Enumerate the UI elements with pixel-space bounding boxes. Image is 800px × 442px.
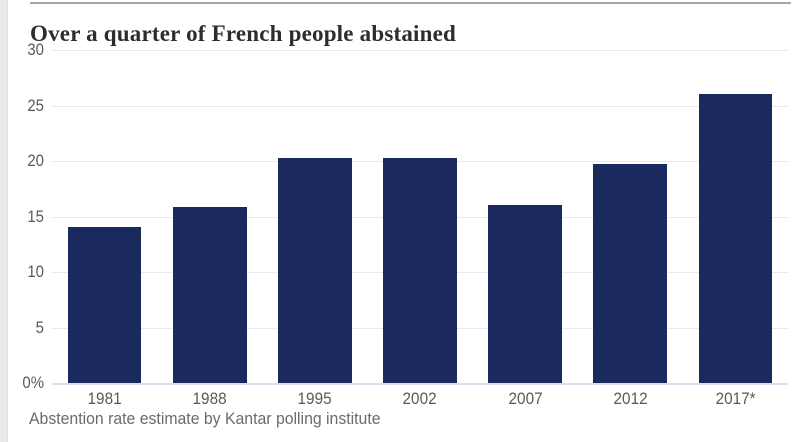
gridline-30	[52, 50, 788, 51]
x-axis-label-1988: 1988	[192, 389, 227, 408]
bar-2002[interactable]	[383, 157, 457, 383]
bar-2007[interactable]	[488, 205, 562, 383]
title-top-rule	[30, 2, 791, 4]
y-axis-tick-label: 5	[35, 317, 44, 337]
bar-series	[52, 50, 788, 383]
bar-2017*[interactable]	[698, 94, 773, 383]
y-axis-tick-label: 0%	[22, 373, 44, 392]
y-axis-tick-label: 20	[27, 151, 44, 170]
x-axis-label-1981: 1981	[87, 389, 122, 408]
chart-title: Over a quarter of French people abstaine…	[30, 21, 457, 47]
bar-slot-1981	[52, 50, 157, 383]
x-axis-label-2007: 2007	[508, 389, 543, 408]
y-axis-tick-label: 10	[27, 262, 44, 281]
x-axis-label-1995: 1995	[297, 389, 332, 408]
bar-1981[interactable]	[67, 226, 142, 383]
y-axis-tick-label: 15	[27, 206, 44, 226]
bar-slot-1995	[262, 50, 367, 383]
x-axis-label-2002: 2002	[402, 389, 438, 408]
bar-1988[interactable]	[172, 206, 247, 383]
x-axis-labels: 1981 1988 1995 2002 2007 2012 2017*	[52, 389, 788, 409]
bar-2012[interactable]	[593, 164, 668, 383]
y-axis-tick-label: 30	[27, 40, 44, 59]
x-axis-label-2017*: 2017*	[715, 389, 756, 408]
bar-1995[interactable]	[278, 157, 352, 383]
chart-caption: Abstention rate estimate by Kantar polli…	[29, 409, 381, 428]
bar-slot-2007	[473, 50, 578, 383]
plot-area	[52, 50, 788, 385]
y-axis: 0% 5 10 15 20 25 30	[7, 41, 44, 392]
x-axis-label-2012: 2012	[613, 389, 648, 408]
y-axis-tick-label: 25	[27, 95, 44, 115]
bar-slot-2012	[578, 50, 683, 383]
gridline-25	[52, 105, 788, 107]
bar-slot-1988	[157, 50, 262, 383]
bar-slot-2017*	[683, 50, 788, 383]
page-left-gutter	[0, 0, 8, 442]
bar-slot-2002	[367, 50, 472, 383]
x-axis-line	[52, 383, 788, 385]
